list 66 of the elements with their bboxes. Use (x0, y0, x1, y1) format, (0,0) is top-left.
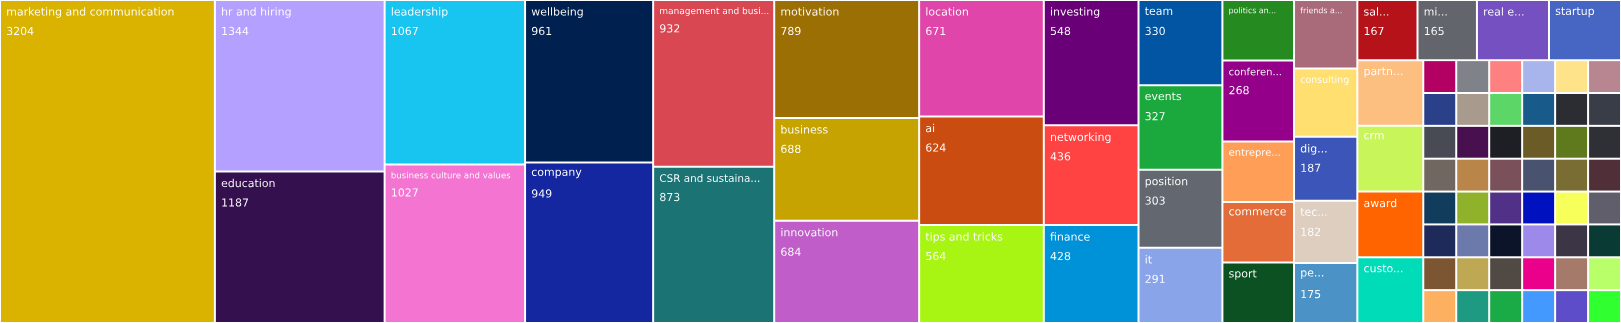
data-label: 671 (926, 26, 946, 36)
category-label: sport (1229, 269, 1257, 280)
data-label: 548 (1050, 26, 1071, 36)
data-label: 932 (660, 24, 680, 33)
data-label: 1027 (392, 188, 418, 197)
category-label: investing (1051, 7, 1100, 18)
category-label: award (1364, 198, 1397, 208)
data-label: 436 (1050, 152, 1071, 161)
category-label: events (1145, 92, 1182, 101)
data-label: 873 (660, 192, 680, 202)
category-label: leadership (391, 7, 448, 18)
data-label: 688 (781, 144, 801, 154)
data-label: 1067 (392, 26, 418, 36)
category-label: mi... (1424, 7, 1447, 16)
data-label: 3204 (7, 26, 34, 36)
category-label: networking (1051, 132, 1111, 144)
category-label: marketing and communication (7, 7, 174, 18)
category-label: CSR and sustaina... (659, 173, 760, 183)
data-label: 268 (1229, 86, 1249, 95)
data-label: 949 (531, 189, 552, 198)
category-label: conferen... (1229, 67, 1281, 76)
category-label: startup (1555, 7, 1595, 18)
category-label: company (531, 169, 582, 179)
category-label: tips and tricks (925, 232, 1003, 243)
data-label: 789 (781, 26, 801, 36)
category-label: tec... (1300, 208, 1327, 216)
category-label: ai (925, 123, 935, 133)
data-label: 564 (926, 251, 946, 261)
category-label: dig... (1300, 144, 1327, 155)
data-label: 187 (1301, 163, 1321, 172)
category-label: wellbeing (531, 7, 583, 18)
data-label: 182 (1301, 227, 1321, 236)
category-label: education (221, 178, 275, 188)
data-label: 175 (1301, 290, 1321, 299)
category-label: finance (1050, 232, 1090, 241)
category-label: real e... (1484, 7, 1524, 16)
data-label: 1187 (222, 198, 249, 207)
category-label: sal... (1364, 7, 1389, 16)
data-label: 961 (531, 26, 552, 36)
category-label: innovation (781, 227, 838, 237)
category-label: custo... (1364, 264, 1403, 273)
category-label: consulting (1300, 75, 1349, 85)
data-label: 1344 (222, 26, 249, 36)
data-label: 684 (781, 247, 801, 256)
data-label: 303 (1145, 196, 1165, 205)
category-label: partn... (1364, 67, 1403, 78)
category-label: position (1145, 176, 1188, 188)
category-label: business (781, 125, 828, 134)
category-label: location (926, 7, 968, 16)
category-label: entrepre... (1229, 148, 1280, 158)
category-label: hr and hiring (222, 7, 291, 18)
category-label: commerce (1229, 209, 1286, 216)
data-label: 167 (1364, 26, 1384, 36)
data-label: 327 (1145, 112, 1165, 121)
data-label: 624 (926, 143, 946, 152)
category-label: pe... (1301, 270, 1324, 279)
category-label: motivation (781, 7, 839, 16)
category-label: crm (1364, 133, 1384, 140)
category-label: team (1145, 7, 1173, 16)
data-label: 165 (1424, 26, 1444, 36)
data-label: 428 (1050, 251, 1071, 261)
data-label: 291 (1145, 274, 1165, 283)
category-label: it (1145, 255, 1152, 264)
category-label: business culture and values (391, 171, 511, 179)
data-label: 330 (1145, 26, 1165, 36)
category-label: management and busi... (660, 7, 769, 16)
